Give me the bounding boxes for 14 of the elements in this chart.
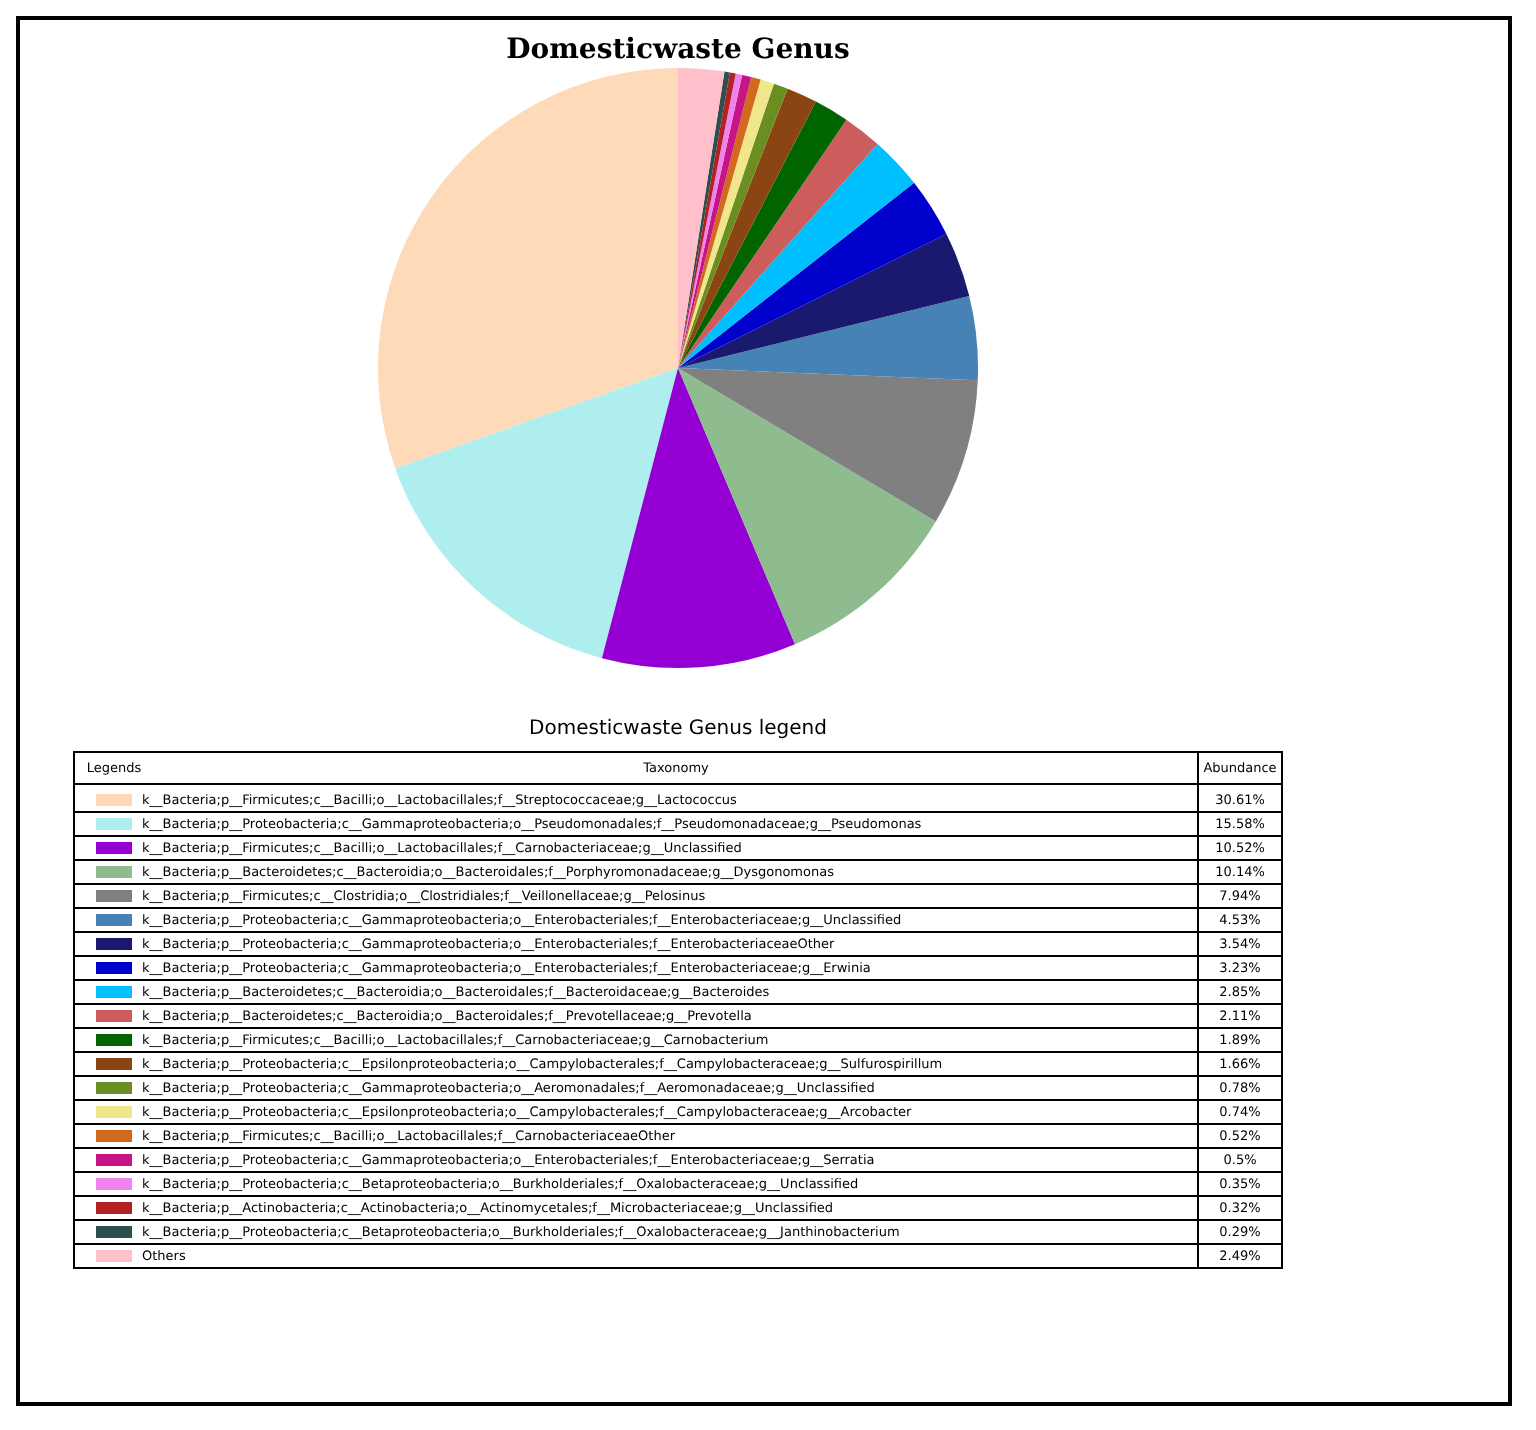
pie-slice [678,182,947,368]
pie-slice [678,119,878,368]
pie-slice [678,101,847,368]
pie-slice [601,368,796,668]
pie-slice [378,68,678,469]
legend-title: Domesticwaste Genus legend [529,718,827,740]
pie-slice [678,296,978,381]
pie-slice [678,368,936,645]
chart-title: Domesticwaste Genus [506,34,850,66]
pie-slice [678,368,978,522]
pie-slice [395,368,678,659]
pie-slice [678,143,915,368]
pie-slice [678,233,970,368]
pie-slice [678,88,816,368]
